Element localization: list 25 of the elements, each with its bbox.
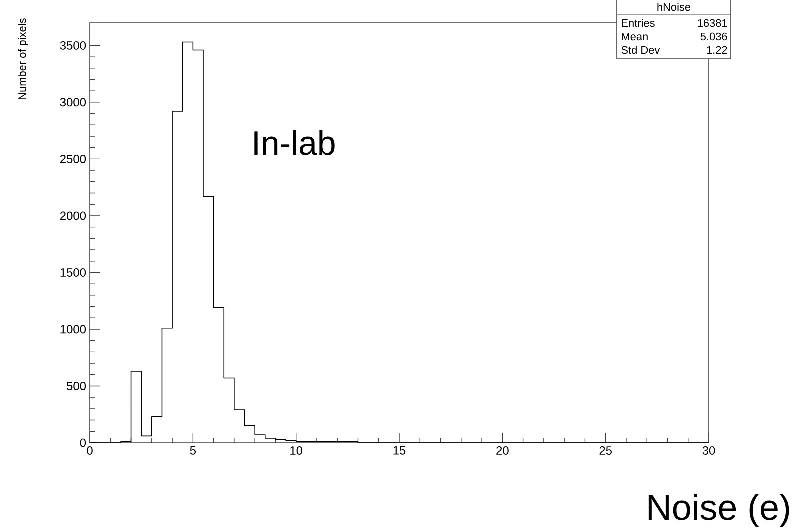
y-tick-label: 3500 <box>60 41 86 50</box>
text: hNoise <box>658 3 691 12</box>
x-tick-label: 25 <box>600 446 612 455</box>
y-tick-label: 2000 <box>60 212 86 220</box>
y-tick-label: 0 <box>80 438 86 448</box>
y-axis-title: Number of pixels <box>18 18 28 100</box>
x-tick-label: 5 <box>190 446 196 455</box>
annotation: In-lab <box>254 130 335 156</box>
x-tick-label: 20 <box>496 446 509 455</box>
y-tick-label: 500 <box>67 382 86 390</box>
y-tick-label: 1000 <box>60 325 86 334</box>
y-tick-label: 1500 <box>60 268 86 277</box>
x-tick-label: 30 <box>702 446 716 455</box>
x-tick-label: 0 <box>87 446 93 455</box>
annotation: 5.036 <box>700 32 728 41</box>
y-tick-label: 3000 <box>60 98 86 107</box>
annotation: Std Dev <box>622 46 660 54</box>
y-tick-label: 2500 <box>60 154 86 164</box>
annotation: 1.22 <box>707 46 728 54</box>
annotation: Mean <box>622 32 648 41</box>
annotation: 16381 <box>698 19 728 28</box>
annotation: Entries <box>622 19 655 28</box>
x-tick-label: 10 <box>290 446 303 455</box>
x-tick-label: 15 <box>394 446 406 455</box>
x-axis-title: Noise (e) <box>648 494 790 528</box>
